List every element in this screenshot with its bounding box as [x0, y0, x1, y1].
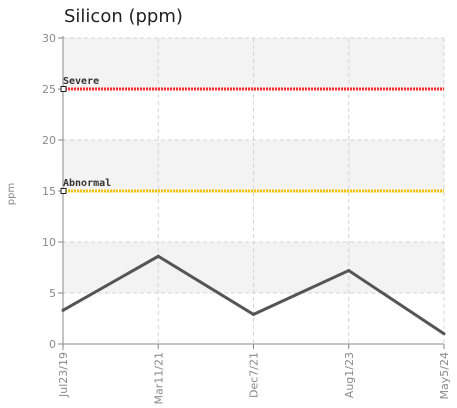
x-tick-label: Jul23/19 [57, 352, 70, 398]
data-point [347, 269, 351, 273]
x-tick-label: Aug1/23 [343, 352, 356, 398]
y-tick-label: 30 [42, 32, 56, 45]
threshold-label-severe: Severe [63, 76, 99, 87]
chart-title: Silicon (ppm) [64, 6, 183, 27]
x-tick-label: Mar11/21 [152, 352, 165, 404]
y-axis-label: ppm [6, 183, 17, 205]
y-tick-label: 0 [49, 338, 56, 351]
y-tick-labels: 0 5 10 15 20 25 30 [42, 32, 63, 351]
y-tick-label: 5 [49, 287, 56, 300]
data-point [252, 312, 255, 316]
data-series [61, 254, 446, 336]
x-tick-labels: Jul23/19 Mar11/21 Dec7/21 Aug1/23 May5/24 [57, 344, 451, 404]
data-point [61, 308, 65, 312]
threshold-label-abnormal: Abnormal [63, 178, 111, 189]
threshold-marker [60, 86, 67, 92]
y-tick-label: 10 [42, 236, 56, 249]
y-tick-label: 20 [42, 134, 56, 147]
y-tick-label: 15 [42, 185, 56, 198]
x-tick-label: May5/24 [438, 352, 451, 399]
threshold-lines: Severe Abnormal [60, 76, 444, 194]
x-tick-label: Dec7/21 [248, 352, 261, 398]
data-point [156, 254, 160, 258]
data-point [442, 332, 446, 336]
threshold-marker [60, 188, 67, 194]
y-tick-label: 25 [42, 83, 56, 96]
